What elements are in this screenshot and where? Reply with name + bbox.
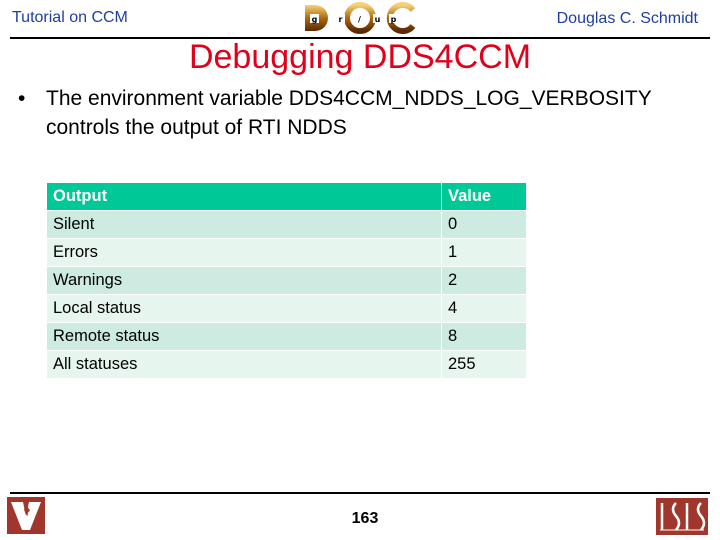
doc-group-logo: g r / u p <box>305 2 416 34</box>
value-cell: 1 <box>441 238 527 267</box>
slide-title: Debugging DDS4CCM <box>0 38 720 77</box>
verbosity-table: Output Value Silent 0 Errors 1 Warnings 2 L… <box>46 182 527 379</box>
svg-text:/: / <box>358 15 361 24</box>
bullet-marker: • <box>18 87 26 110</box>
output-cell: Remote status <box>46 322 442 351</box>
header-divider <box>10 37 710 39</box>
value-cell: 0 <box>441 210 527 239</box>
value-cell: 4 <box>441 294 527 323</box>
table-row: Silent 0 <box>46 210 527 239</box>
value-cell: 255 <box>441 350 527 379</box>
svg-text:p: p <box>391 15 397 24</box>
output-cell: Errors <box>46 238 442 267</box>
header-course-title: Tutorial on CCM <box>12 9 128 26</box>
output-cell: All statuses <box>46 350 442 379</box>
header-author: Douglas C. Schmidt <box>556 10 698 27</box>
output-cell: Warnings <box>46 266 442 295</box>
table-row: Local status 4 <box>46 294 527 323</box>
header-value: Value <box>441 182 527 211</box>
page-number: 163 <box>351 510 379 527</box>
table-row: Warnings 2 <box>46 266 527 295</box>
table-row: All statuses 255 <box>46 350 527 379</box>
vanderbilt-logo <box>7 497 45 534</box>
svg-text:r: r <box>339 15 343 24</box>
value-cell: 8 <box>441 322 527 351</box>
output-cell: Local status <box>46 294 442 323</box>
slide-title-text: Debugging DDS4CCM <box>188 38 532 76</box>
svg-text:u: u <box>375 15 381 24</box>
table-header-row: Output Value <box>46 182 527 211</box>
header-output: Output <box>46 182 442 211</box>
footer-divider <box>10 492 710 494</box>
table-row: Errors 1 <box>46 238 527 267</box>
table-row: Remote status 8 <box>46 322 527 351</box>
svg-text:g: g <box>312 15 318 24</box>
bullet-text: The environment variable DDS4CCM_NDDS_LO… <box>46 87 652 139</box>
isis-logo <box>656 498 708 535</box>
value-cell: 2 <box>441 266 527 295</box>
output-cell: Silent <box>46 210 442 239</box>
